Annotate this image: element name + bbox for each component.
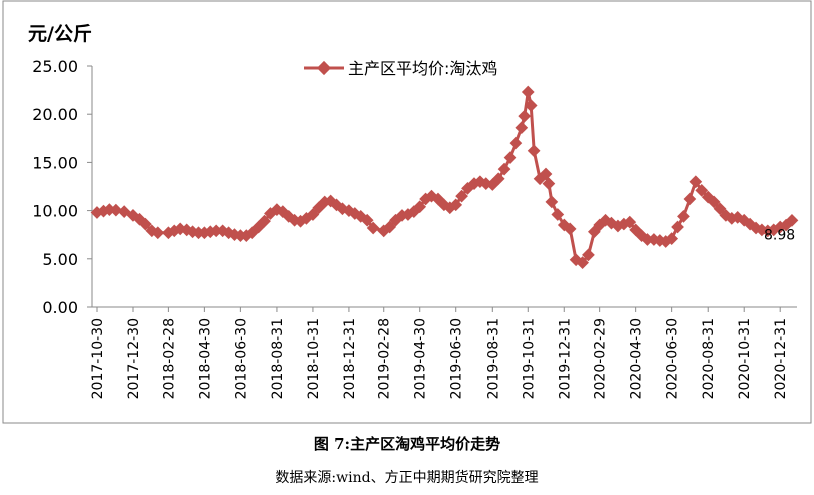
end-value-label: 8.98 [764,227,795,243]
y-tick-label: 25.00 [32,57,78,76]
legend: 主产区平均价:淘汰鸡 [304,59,497,78]
data-point [360,213,374,227]
y-tick-label: 20.00 [32,105,78,124]
x-tick-label: 2017-12-30 [126,318,142,399]
data-point [151,226,165,240]
data-point [683,192,697,206]
y-tick-label: 0.00 [42,298,78,317]
x-tick-label: 2020-10-31 [737,318,753,399]
x-tick-label: 2019-06-30 [449,318,465,399]
data-point [209,224,223,238]
x-tick-label: 2017-10-30 [90,318,106,399]
x-axis-ticks: 2017-10-30 2017-12-30 2018-02-28 2018-04-30… [90,307,789,399]
y-tick-label: 10.00 [32,202,78,221]
x-tick-label: 2019-02-28 [377,318,393,399]
y-tick-label: 15.00 [32,153,78,172]
y-tick-label: 5.00 [42,250,78,269]
x-tick-label: 2018-04-30 [197,318,213,399]
data-point [641,233,654,246]
data-point [576,256,589,270]
data-point [455,189,468,203]
legend-marker [316,60,332,76]
data-point [677,210,690,223]
y-axis-ticks: 0.00 5.00 10.00 15.00 20.00 25.00 [32,57,92,317]
x-tick-label: 2018-12-31 [342,318,358,399]
x-tick-label: 2019-04-30 [413,318,429,399]
data-point [366,221,380,235]
x-tick-label: 2019-12-31 [557,318,573,399]
x-tick-label: 2020-06-30 [665,318,681,399]
data-point [551,208,565,221]
figure-caption: 图 7:主产区淘鸡平均价走势 [313,435,501,453]
chart: 元/公斤 0.00 5.00 10.00 15.00 20.00 25.00 2017-1… [2,0,812,424]
x-tick-label: 2020-08-31 [701,318,717,399]
x-tick-label: 2020-02-29 [593,318,609,399]
x-tick-label: 2019-10-31 [521,318,537,399]
x-tick-label: 2018-02-28 [161,318,177,399]
data-point [491,172,505,186]
y-axis-label: 元/公斤 [28,23,92,45]
data-point [503,151,517,164]
x-tick-label: 2018-06-30 [233,318,249,399]
legend-label: 主产区平均价:淘汰鸡 [348,59,497,78]
data-point [509,136,523,150]
source-note: 数据来源:wind、方正中期期货研究院整理 [275,470,539,486]
x-tick-label: 2020-12-31 [773,318,789,399]
x-tick-label: 2018-08-31 [270,318,286,399]
data-point [689,175,703,189]
x-tick-label: 2018-10-31 [306,318,322,399]
data-point [695,184,709,197]
x-tick-label: 2019-08-31 [485,318,501,399]
data-point [109,203,123,217]
x-tick-label: 2020-04-30 [629,318,645,399]
series-layer [90,85,799,270]
data-point [413,200,427,214]
